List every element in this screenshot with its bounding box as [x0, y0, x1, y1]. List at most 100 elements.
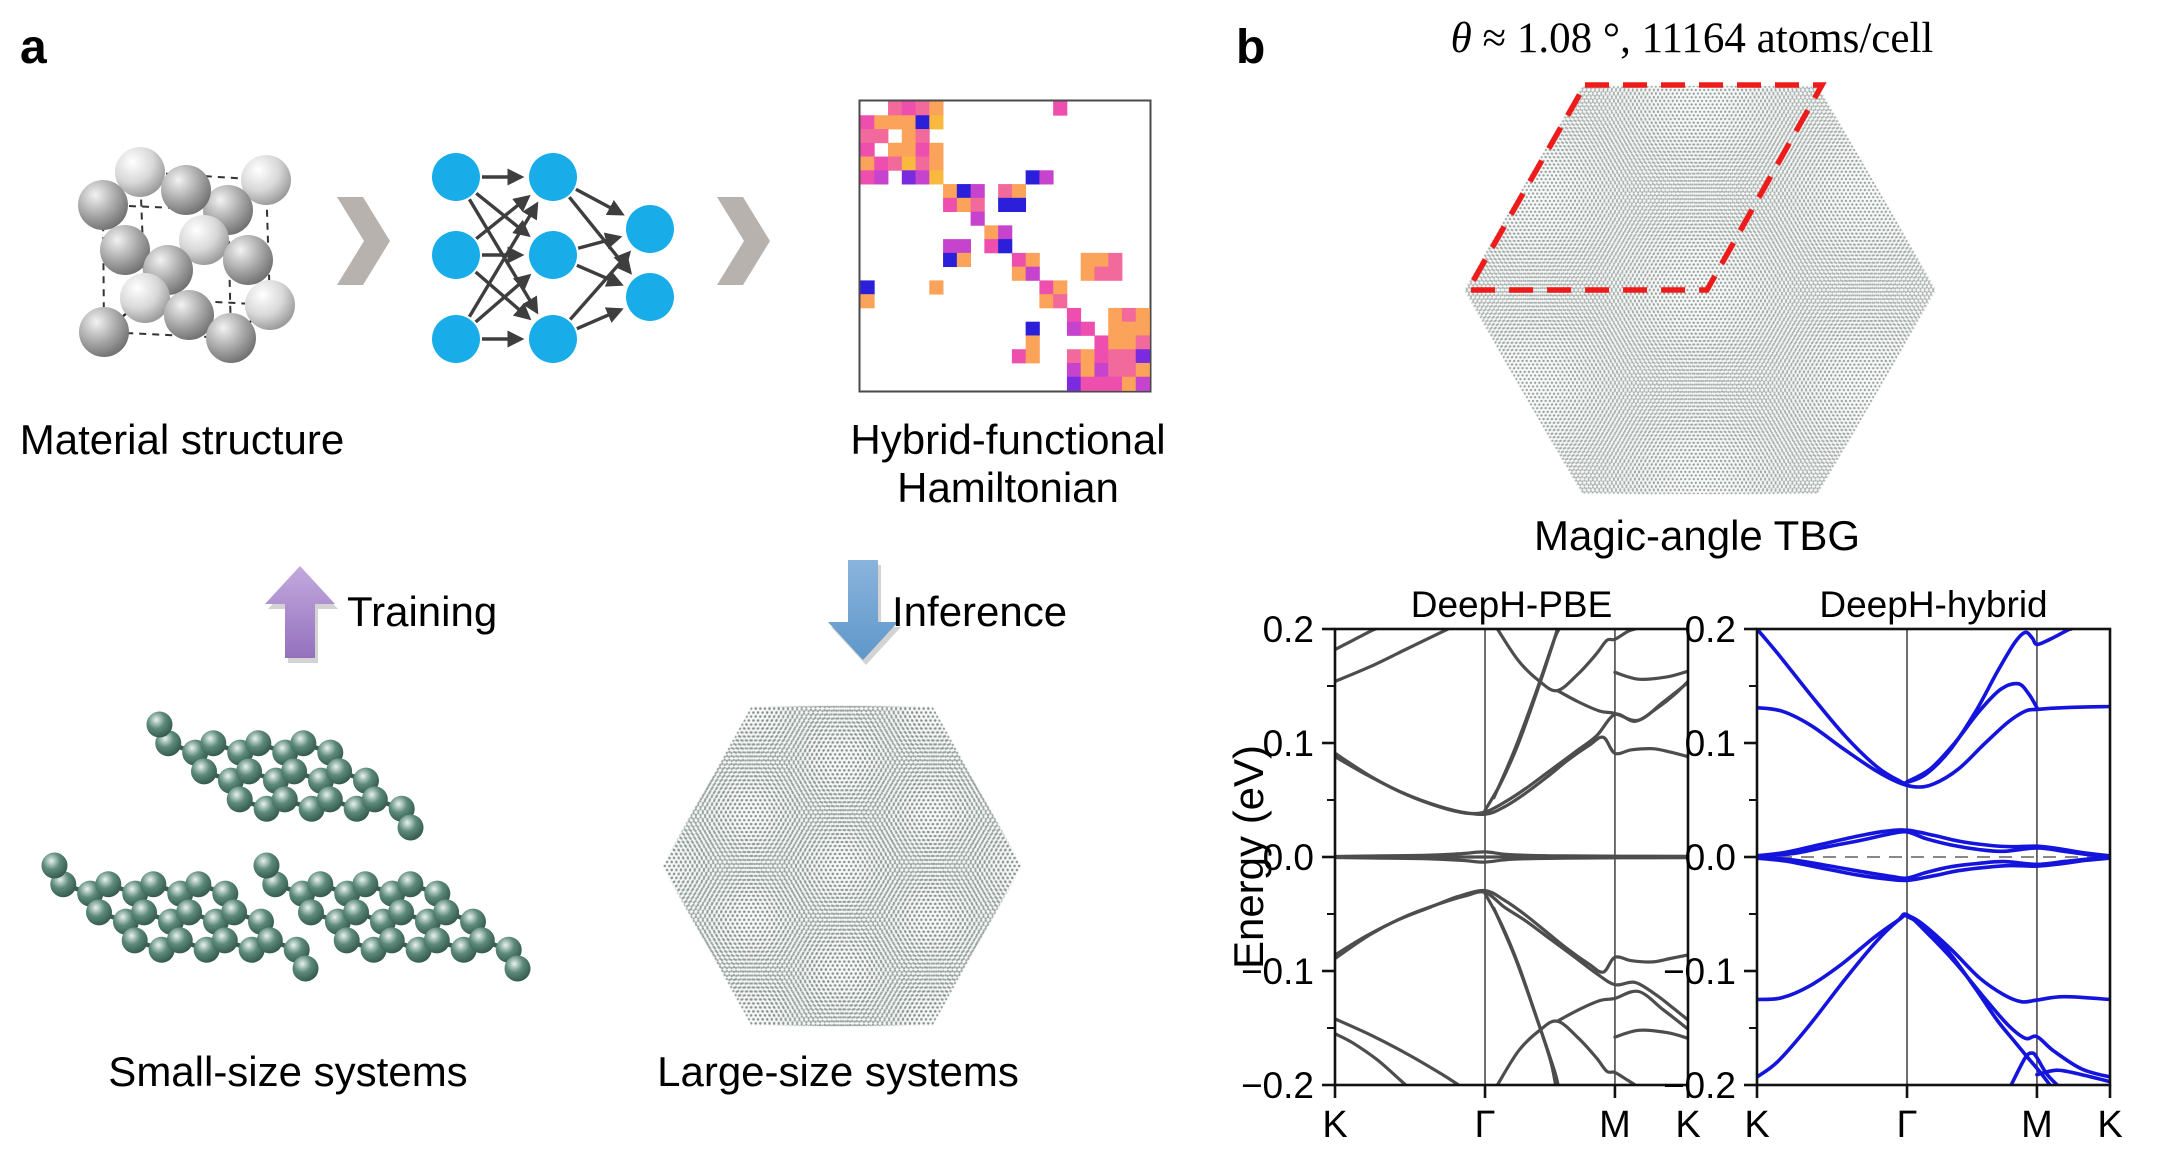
flake-atom — [166, 927, 193, 954]
flake-atom — [185, 871, 212, 898]
y-tick-label: 0.0 — [1685, 837, 1736, 878]
matrix-cell — [1108, 349, 1123, 364]
matrix-cell — [1121, 376, 1137, 391]
matrix-cell — [1039, 294, 1054, 309]
matrix-cell — [1094, 335, 1109, 350]
small-systems-flakes-graphic — [41, 711, 531, 982]
matrix-cell — [1025, 321, 1040, 336]
matrix-cell — [956, 184, 971, 199]
flake-atom — [397, 814, 424, 841]
nn-edge — [568, 250, 632, 321]
matrix-cell — [901, 156, 916, 171]
matrix-cell — [1011, 252, 1027, 268]
matrix-cell — [860, 156, 875, 171]
matrix-cell — [1066, 362, 1082, 378]
band-series-dirac-dn2 — [1492, 906, 1560, 1085]
band-series-val1 — [1335, 888, 1688, 974]
flake-atom — [85, 899, 112, 926]
flake-atom — [200, 730, 227, 757]
flake-atom — [256, 927, 283, 954]
training-up-arrow-icon — [265, 566, 338, 663]
flake-atom — [290, 730, 317, 757]
flake — [253, 852, 531, 982]
band-series-val2 — [1757, 912, 2110, 1079]
matrix-cell — [888, 156, 903, 171]
flake-atom — [361, 786, 388, 813]
band-series-mk-lower — [1613, 1028, 1688, 1040]
band-series-group — [1757, 629, 2110, 1085]
matrix-cell — [956, 239, 971, 254]
matrix-cell — [998, 184, 1013, 199]
y-tick-label: 0.2 — [1685, 609, 1736, 650]
crystal-atom — [79, 307, 129, 357]
unit-cell-rhombus-outline — [1463, 82, 1827, 293]
y-tick-label: −0.2 — [1241, 1065, 1314, 1106]
y-tick-label: 0.0 — [1263, 837, 1314, 878]
matrix-cell — [943, 239, 958, 254]
matrix-cell — [929, 101, 944, 116]
band-series-val1 — [1757, 913, 2110, 1004]
tbg-caption: Magic-angle TBG — [1533, 512, 1861, 559]
matrix-cell — [915, 115, 930, 130]
theta-rest: ≈ 1.08 °, 11164 atoms/cell — [1471, 15, 1934, 62]
band-series-v-to-m-dn — [1555, 989, 1688, 1031]
matrix-cell — [1108, 307, 1123, 323]
flake-atom — [253, 852, 280, 879]
matrix-cell — [888, 142, 903, 157]
theta-symbol: θ — [1450, 15, 1472, 62]
crystal-atom — [78, 180, 128, 230]
flake-atom — [468, 927, 495, 954]
flake-atom — [433, 899, 460, 926]
matrix-cell — [1108, 376, 1123, 391]
matrix-cell — [956, 197, 971, 212]
matrix-cell — [1135, 307, 1150, 323]
flake-atom — [245, 730, 272, 757]
flake-atom — [378, 927, 405, 954]
matrix-cell — [1080, 266, 1095, 281]
flake-atom — [226, 786, 253, 813]
crystal-atom — [245, 280, 295, 330]
matrix-cell — [874, 156, 889, 171]
hamiltonian-matrix-heatmap — [858, 99, 1152, 393]
x-tick-label: K — [2097, 1104, 2122, 1146]
band-series-dirac-up1 — [1483, 629, 1559, 812]
chart-title: DeepH-hybrid — [1819, 584, 2047, 625]
matrix-cell — [1066, 349, 1082, 364]
chart-title: DeepH-PBE — [1411, 584, 1613, 625]
flake-atom — [211, 927, 238, 954]
matrix-cell — [1025, 349, 1040, 364]
flake-atom — [236, 758, 263, 785]
nn-edge — [467, 201, 539, 318]
matrix-cell — [929, 142, 944, 157]
matrix-cell — [901, 142, 916, 157]
matrix-cell — [1025, 252, 1040, 268]
matrix-cell — [1108, 266, 1123, 281]
x-tick-label: K — [1322, 1104, 1347, 1146]
crystal-atom — [206, 313, 256, 363]
matrix-cell — [1135, 335, 1150, 350]
matrix-cell — [874, 170, 889, 185]
matrix-cell — [860, 280, 875, 295]
large-systems-caption: Large-size systems — [657, 1048, 1019, 1095]
matrix-cell — [1080, 362, 1095, 378]
band-series-val2 — [1335, 890, 1688, 1022]
band-series-dirac-up2 — [1492, 629, 1561, 800]
band-series-mk-upper — [1613, 669, 1688, 681]
band-series-v-to-m — [1555, 681, 1688, 723]
hamiltonian-caption-line1: Hybrid-functional — [850, 416, 1166, 463]
matrix-cell — [1011, 266, 1027, 281]
crystal-atom — [115, 147, 165, 197]
flake-atom — [176, 899, 203, 926]
matrix-cell — [1066, 376, 1082, 391]
matrix-cell — [929, 280, 944, 295]
x-tick-label: M — [1599, 1104, 1631, 1146]
nn-edge — [474, 273, 532, 324]
nn-edge — [576, 263, 624, 287]
matrix-cell — [1094, 349, 1109, 364]
matrix-cell — [1053, 101, 1068, 116]
twist-angle-caption: θ ≈ 1.08 °, 11164 atoms/cell — [1451, 14, 1934, 63]
flake-atom — [326, 758, 353, 785]
matrix-cell — [1011, 197, 1027, 212]
band-series-cond1 — [1757, 704, 2110, 789]
